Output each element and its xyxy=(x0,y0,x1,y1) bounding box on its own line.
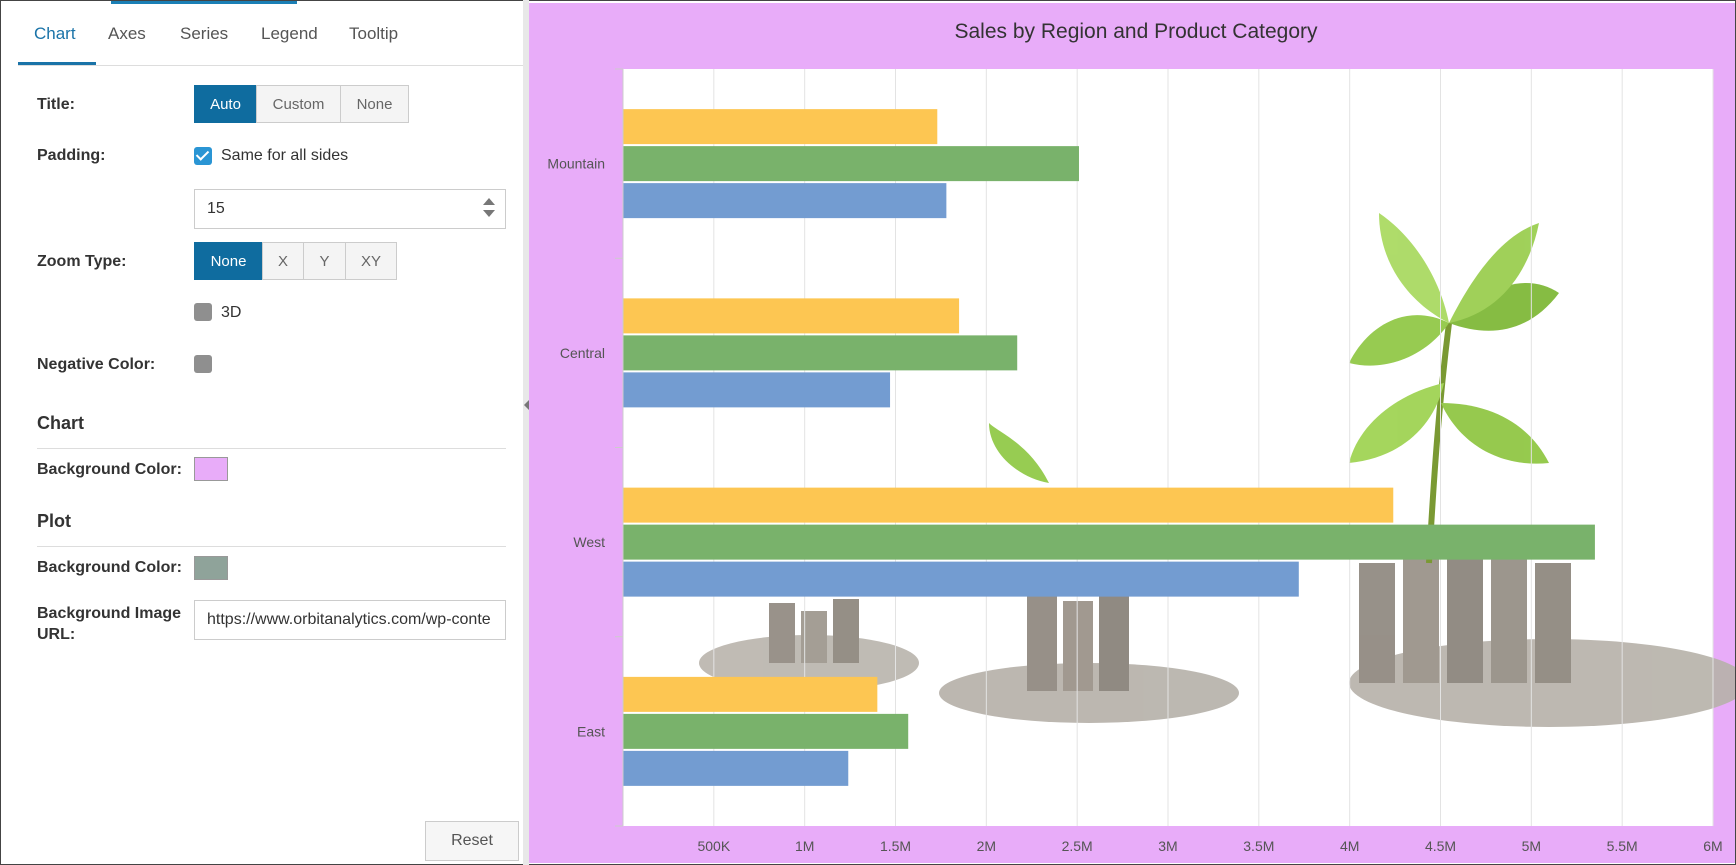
x-tick-label: 1.5M xyxy=(880,838,911,854)
padding-stepper[interactable] xyxy=(483,198,495,218)
x-tick-label: 5.5M xyxy=(1607,838,1638,854)
chart-bg-color-label: Background Color: xyxy=(37,461,182,478)
x-tick-label: 6M xyxy=(1703,838,1722,854)
bar[interactable] xyxy=(623,109,938,145)
y-category-label: East xyxy=(577,723,605,739)
padding-same-checkbox[interactable] xyxy=(194,147,212,165)
x-tick-label: 4.5M xyxy=(1425,838,1456,854)
bar[interactable] xyxy=(623,146,1079,182)
y-category-label: West xyxy=(573,534,605,550)
reset-button[interactable]: Reset xyxy=(425,821,519,861)
zoom-none-button[interactable]: None xyxy=(194,242,263,280)
title-custom-button[interactable]: Custom xyxy=(256,85,341,123)
chart-section-divider xyxy=(37,448,506,449)
tab-bar: Chart Axes Series Legend Tooltip xyxy=(18,1,524,66)
x-tick-label: 3.5M xyxy=(1243,838,1274,854)
zoom-x-button[interactable]: X xyxy=(262,242,304,280)
zoom-type-label: Zoom Type: xyxy=(37,253,127,270)
padding-label: Padding: xyxy=(37,147,106,164)
bar[interactable] xyxy=(623,372,891,408)
padding-input[interactable]: 15 xyxy=(194,189,506,229)
title-auto-button[interactable]: Auto xyxy=(194,85,257,123)
bar-series xyxy=(623,109,1595,786)
x-tick-label: 1M xyxy=(795,838,814,854)
chart-section-title: Chart xyxy=(37,413,85,433)
bg-image-label-url: URL: xyxy=(37,626,76,643)
collapse-arrow-icon[interactable] xyxy=(524,399,530,411)
plot-bg-color-label: Background Color: xyxy=(37,559,182,576)
top-accent-bar xyxy=(111,1,297,4)
threed-checkbox[interactable] xyxy=(194,303,212,321)
title-button-group: Auto Custom None xyxy=(194,85,409,123)
y-category-label: Central xyxy=(560,345,605,361)
zoom-y-button[interactable]: Y xyxy=(303,242,346,280)
bar[interactable] xyxy=(623,298,960,334)
settings-panel: Chart Axes Series Legend Tooltip Title: … xyxy=(1,1,524,863)
bar[interactable] xyxy=(623,335,1018,371)
x-tick-label: 500K xyxy=(697,838,730,854)
threed-label: 3D xyxy=(221,304,242,321)
bar[interactable] xyxy=(623,750,849,786)
chart-bg-color-swatch[interactable] xyxy=(194,457,228,481)
bar[interactable] xyxy=(623,561,1299,597)
negative-color-swatch[interactable] xyxy=(194,355,212,373)
tab-tooltip[interactable]: Tooltip xyxy=(349,24,399,43)
bg-image-url-input[interactable]: https://www.orbitanalytics.com/wp-conte xyxy=(194,600,506,640)
title-none-button[interactable]: None xyxy=(340,85,409,123)
bg-image-label: Background Image xyxy=(37,605,182,622)
x-tick-label: 2.5M xyxy=(1062,838,1093,854)
tab-series[interactable]: Series xyxy=(180,24,229,43)
tab-legend[interactable]: Legend xyxy=(261,24,318,43)
x-tick-label: 2M xyxy=(977,838,996,854)
zoom-button-group: None X Y XY xyxy=(194,242,397,280)
bar[interactable] xyxy=(623,183,947,219)
tab-chart[interactable]: Chart xyxy=(34,24,76,43)
title-label: Title: xyxy=(37,96,75,113)
plot-section-divider xyxy=(37,546,506,547)
bar[interactable] xyxy=(623,487,1394,523)
chart-area: 500K 1M 1.5M 2M 2.5M 3M 3.5M 4M 4.5M 5M 5.5M 6M Moun… xyxy=(529,3,1735,863)
x-tick-label: 4M xyxy=(1340,838,1359,854)
bar[interactable] xyxy=(623,524,1595,560)
padding-same-label: Same for all sides xyxy=(221,147,349,164)
chart-title: Sales by Region and Product Category xyxy=(954,20,1318,43)
x-tick-label: 5M xyxy=(1522,838,1541,854)
stepper-down-icon[interactable] xyxy=(483,210,495,217)
bar[interactable] xyxy=(623,676,878,712)
padding-value: 15 xyxy=(207,200,225,217)
negative-color-label: Negative Color: xyxy=(37,356,156,373)
active-tab-indicator xyxy=(18,62,96,65)
tab-axes[interactable]: Axes xyxy=(108,24,146,43)
bar-chart: 500K 1M 1.5M 2M 2.5M 3M 3.5M 4M 4.5M 5M 5.5M 6M Moun… xyxy=(529,3,1735,863)
x-tick-label: 3M xyxy=(1158,838,1177,854)
stepper-up-icon[interactable] xyxy=(483,198,495,205)
panel-splitter[interactable] xyxy=(523,0,529,865)
y-category-label: Mountain xyxy=(547,156,605,172)
plot-section-title: Plot xyxy=(37,511,71,531)
zoom-xy-button[interactable]: XY xyxy=(345,242,397,280)
chart-axes: 500K 1M 1.5M 2M 2.5M 3M 3.5M 4M 4.5M 5M 5.5M 6M Moun… xyxy=(547,68,1723,854)
bar[interactable] xyxy=(623,713,909,749)
plot-bg-color-swatch[interactable] xyxy=(194,556,228,580)
bg-image-url-value: https://www.orbitanalytics.com/wp-conte xyxy=(207,611,491,628)
plot-background-image xyxy=(699,213,1735,727)
